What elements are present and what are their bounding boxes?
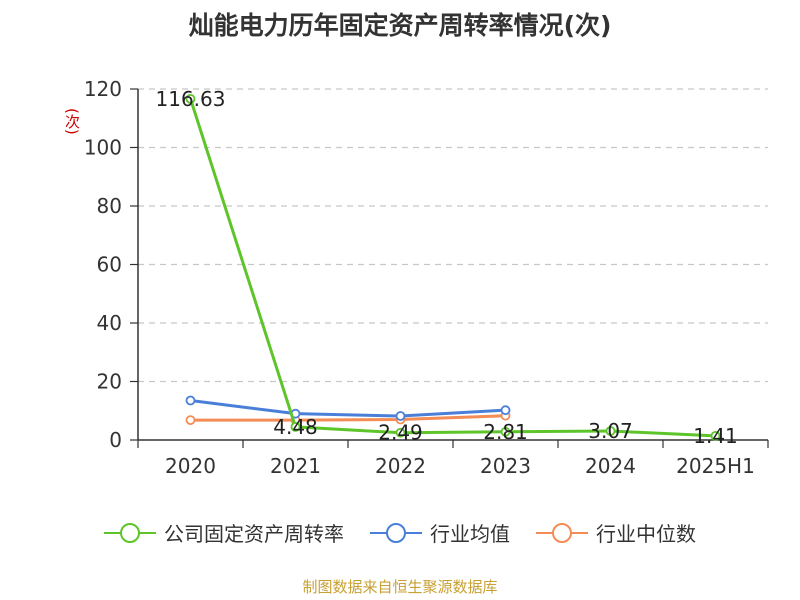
y-axis-label: (次) [63, 108, 81, 135]
legend-item-industry-median[interactable]: 行业中位数 [536, 518, 696, 547]
data-point [185, 93, 196, 104]
legend-marker-industry-mean [370, 522, 422, 543]
data-label: 2.81 [483, 420, 528, 444]
chart-legend: 公司固定资产周转率 行业均值 行业中位数 [0, 518, 800, 547]
legend-label-company: 公司固定资产周转率 [164, 522, 344, 546]
data-point [500, 405, 511, 416]
data-label: 3.07 [588, 419, 633, 443]
y-tick-label: 100 [84, 136, 122, 160]
x-tick-label: 2025H1 [676, 454, 755, 478]
data-point [290, 421, 301, 432]
legend-marker-company [104, 522, 156, 543]
x-tick-label: 2023 [480, 454, 531, 478]
y-tick-label: 60 [97, 253, 122, 277]
y-tick-label: 120 [84, 77, 122, 101]
legend-label-industry-median: 行业中位数 [596, 522, 696, 546]
x-tick-label: 2024 [585, 454, 636, 478]
data-point [185, 415, 196, 426]
chart-title: 灿能电力历年固定资产周转率情况(次) [188, 11, 612, 40]
data-point [395, 411, 406, 421]
data-point [395, 427, 406, 438]
data-label: 1.41 [693, 424, 738, 448]
legend-item-company[interactable]: 公司固定资产周转率 [104, 518, 344, 547]
data-point [605, 426, 616, 436]
data-point [185, 395, 196, 406]
data-source-note: 制图数据来自恒生聚源数据库 [302, 578, 498, 596]
x-tick-label: 2020 [165, 454, 216, 478]
y-tick-label: 0 [109, 428, 122, 452]
data-point [710, 430, 721, 441]
legend-label-industry-mean: 行业均值 [430, 522, 510, 546]
y-tick-label: 20 [97, 370, 122, 394]
x-tick-label: 2021 [270, 454, 321, 478]
legend-marker-industry-median [536, 522, 588, 543]
y-tick-label: 40 [97, 311, 122, 335]
series-line [190, 414, 506, 422]
data-label: 2.49 [378, 421, 423, 445]
x-tick-label: 2022 [375, 454, 426, 478]
y-tick-label: 80 [97, 194, 122, 218]
series-line [189, 98, 716, 438]
data-point [500, 426, 511, 437]
data-label: 116.63 [156, 87, 226, 111]
series-line [190, 399, 506, 418]
legend-item-industry-mean[interactable]: 行业均值 [370, 518, 510, 547]
data-label: 4.48 [273, 415, 318, 439]
